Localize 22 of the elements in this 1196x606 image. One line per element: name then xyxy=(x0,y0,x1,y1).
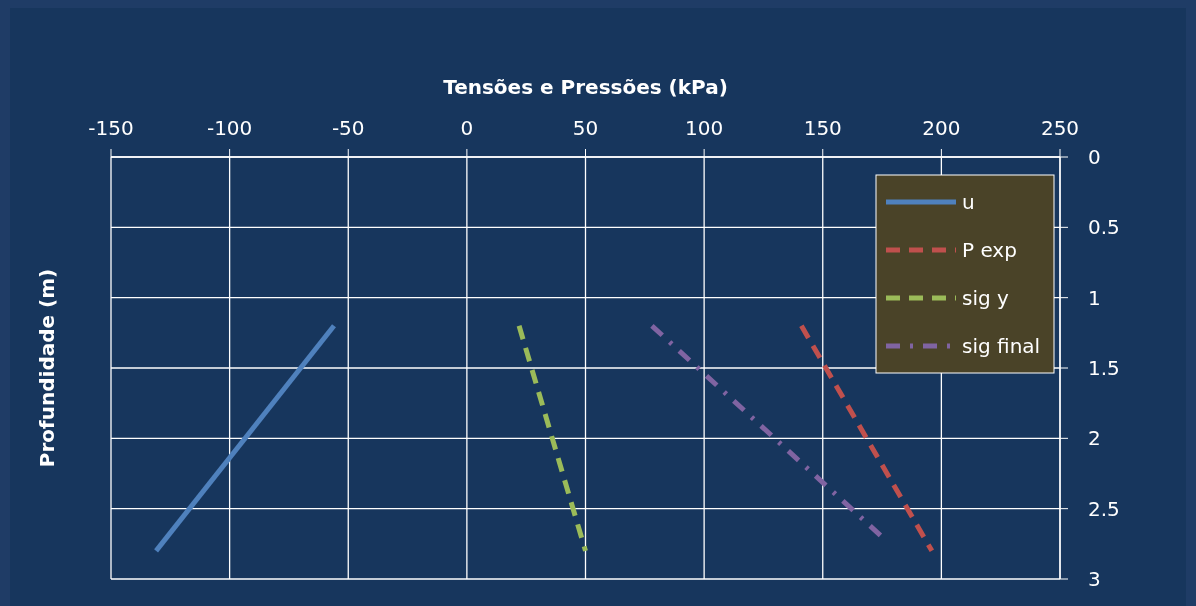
x-tick-label: 0 xyxy=(460,116,474,140)
legend-label: sig y xyxy=(962,286,1010,310)
y-tick-label: 1.5 xyxy=(1088,356,1120,380)
y-tick-label: 1 xyxy=(1088,285,1101,310)
y-tick-label: 3 xyxy=(1088,567,1101,591)
x-tick-label: 50 xyxy=(572,116,599,140)
x-tick-label: 100 xyxy=(685,116,724,140)
x-tick-label: -50 xyxy=(331,116,365,140)
y-axis-title: Profundidade (m) xyxy=(35,268,59,468)
legend-label: u xyxy=(962,190,975,214)
x-tick-label: -100 xyxy=(206,116,253,140)
legend-label: sig final xyxy=(962,334,1041,358)
y-tick-label: 2.5 xyxy=(1088,496,1120,521)
x-tick-label: -150 xyxy=(88,116,134,140)
x-tick-label: 250 xyxy=(1040,116,1080,140)
legend-label: P exp xyxy=(962,238,1017,262)
y-tick-label: 0 xyxy=(1088,145,1101,169)
x-tick-label: 150 xyxy=(803,116,842,140)
y-tick-label: 0.5 xyxy=(1088,215,1120,240)
x-tick-label: 200 xyxy=(922,116,961,140)
y-tick-label: 2 xyxy=(1088,426,1101,451)
x-axis-title: Tensões e Pressões (kPa) xyxy=(443,75,728,99)
